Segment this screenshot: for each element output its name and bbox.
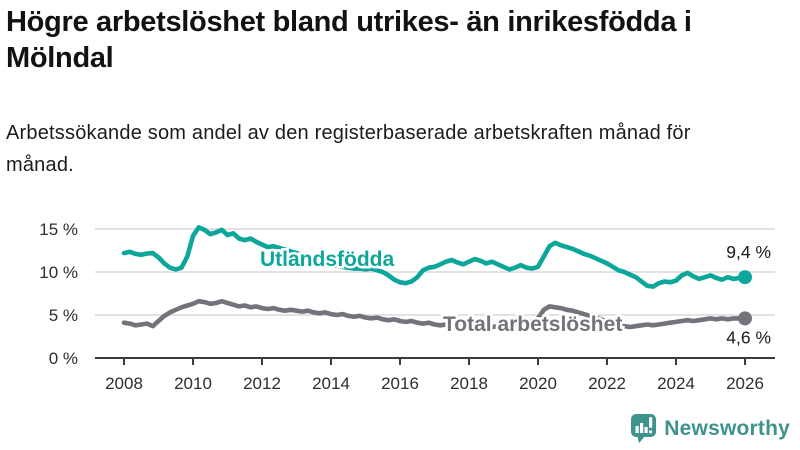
series-inline-label-utlandsfodda: Utlandsfödda bbox=[260, 248, 394, 271]
end-value-label-utlandsfodda: 9,4 % bbox=[726, 242, 771, 262]
x-tick-label: 2022 bbox=[588, 374, 626, 393]
series-inline-label-total-arbetsloshet: Total arbetslöshet bbox=[443, 313, 622, 336]
bar-chart-glyph bbox=[635, 426, 639, 433]
x-tick-label: 2014 bbox=[312, 374, 350, 393]
newsworthy-logo-icon bbox=[631, 414, 657, 443]
x-tick-label: 2024 bbox=[657, 374, 695, 393]
x-tick-label: 2010 bbox=[174, 374, 212, 393]
page-subtitle: Arbetssökande som andel av den registerb… bbox=[6, 122, 691, 176]
series-end-dot-total-arbetsloshet bbox=[738, 311, 752, 326]
x-tick-label: 2018 bbox=[450, 374, 488, 393]
x-tick-label: 2008 bbox=[105, 374, 143, 393]
page-title: Högre arbetslöshet bland utrikes- än inr… bbox=[6, 6, 692, 74]
y-tick-label: 15 % bbox=[39, 220, 78, 239]
end-value-label-total-arbetsloshet: 4,6 % bbox=[726, 327, 771, 347]
newsworthy-logo[interactable]: Newsworthy bbox=[630, 413, 790, 444]
x-tick-label: 2012 bbox=[243, 374, 281, 393]
unemployment-chart: 0 % 5 % 10 % 15 % 2008 2010 2012 2014 2016 2018 20… bbox=[39, 220, 775, 393]
x-tick-label: 2026 bbox=[726, 374, 764, 393]
series-line-utlandsfodda bbox=[121, 224, 748, 289]
series-end-dot-utlandsfodda bbox=[738, 270, 752, 285]
y-tick-label: 0 % bbox=[49, 349, 78, 368]
series-line-total-arbetsloshet bbox=[121, 298, 748, 330]
newsworthy-logo-text: Newsworthy bbox=[664, 416, 790, 440]
y-tick-label: 5 % bbox=[49, 306, 78, 325]
x-tick-label: 2020 bbox=[519, 374, 557, 393]
exclamation-glyph bbox=[649, 417, 653, 428]
y-tick-label: 10 % bbox=[39, 263, 78, 282]
x-tick-label: 2016 bbox=[381, 374, 419, 393]
